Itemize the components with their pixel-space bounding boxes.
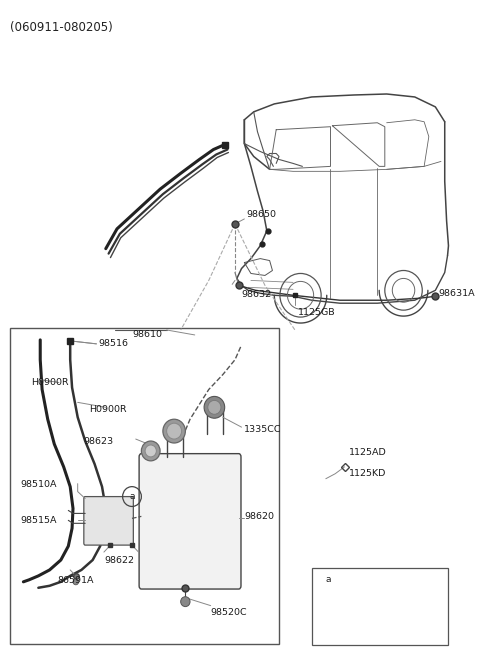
Text: 98515A: 98515A	[21, 516, 57, 525]
Ellipse shape	[204, 396, 225, 419]
Bar	[10, 328, 279, 645]
Bar	[312, 568, 447, 645]
FancyBboxPatch shape	[139, 454, 241, 589]
Text: 1125KD: 1125KD	[349, 469, 386, 477]
FancyBboxPatch shape	[84, 496, 133, 545]
Text: 98650: 98650	[246, 210, 276, 219]
Text: a: a	[326, 575, 331, 584]
Text: 98632: 98632	[241, 290, 272, 299]
Text: 1335CC: 1335CC	[244, 424, 282, 434]
Ellipse shape	[180, 597, 190, 607]
Text: 1125GB: 1125GB	[298, 308, 336, 317]
Ellipse shape	[145, 445, 156, 457]
Text: 98516: 98516	[98, 339, 128, 348]
Text: REF.86-865: REF.86-865	[354, 629, 407, 638]
Text: 86591A: 86591A	[57, 576, 94, 585]
Text: 98623: 98623	[83, 436, 113, 445]
Text: 98622: 98622	[104, 556, 134, 565]
Text: H0900R: H0900R	[31, 378, 69, 387]
Text: 98520C: 98520C	[211, 608, 247, 616]
Text: (060911-080205): (060911-080205)	[10, 20, 113, 33]
Ellipse shape	[141, 441, 160, 461]
Text: H0900R: H0900R	[89, 405, 127, 414]
Text: 98631A: 98631A	[438, 289, 475, 298]
Text: 98510A: 98510A	[21, 480, 57, 489]
Ellipse shape	[208, 400, 221, 414]
Ellipse shape	[163, 419, 185, 443]
Text: a: a	[129, 492, 135, 501]
Text: 98620: 98620	[244, 512, 275, 521]
Text: 98610: 98610	[132, 330, 162, 339]
Text: 1125AD: 1125AD	[349, 448, 387, 457]
Ellipse shape	[167, 423, 181, 439]
Ellipse shape	[73, 579, 79, 585]
